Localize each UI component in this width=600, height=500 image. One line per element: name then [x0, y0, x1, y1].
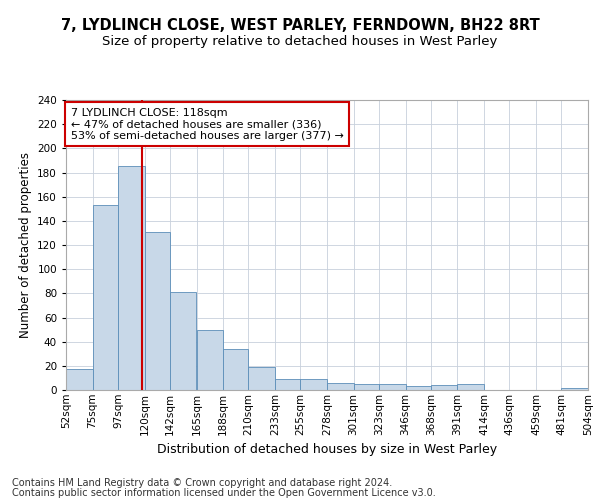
Text: 7 LYDLINCH CLOSE: 118sqm
← 47% of detached houses are smaller (336)
53% of semi-: 7 LYDLINCH CLOSE: 118sqm ← 47% of detach…: [71, 108, 343, 141]
Bar: [92, 205, 118, 390]
Bar: [379, 384, 406, 390]
Bar: [327, 383, 353, 390]
Text: Contains HM Land Registry data © Crown copyright and database right 2024.: Contains HM Land Registry data © Crown c…: [12, 478, 392, 488]
Bar: [431, 385, 457, 390]
Y-axis label: Number of detached properties: Number of detached properties: [19, 152, 32, 338]
Bar: [301, 379, 327, 390]
Bar: [170, 292, 196, 390]
Bar: [197, 330, 223, 390]
Text: 7, LYDLINCH CLOSE, WEST PARLEY, FERNDOWN, BH22 8RT: 7, LYDLINCH CLOSE, WEST PARLEY, FERNDOWN…: [61, 18, 539, 32]
Text: Size of property relative to detached houses in West Parley: Size of property relative to detached ho…: [103, 35, 497, 48]
Bar: [248, 367, 275, 390]
Bar: [275, 379, 301, 390]
Bar: [457, 384, 484, 390]
X-axis label: Distribution of detached houses by size in West Parley: Distribution of detached houses by size …: [157, 443, 497, 456]
Bar: [223, 349, 248, 390]
Bar: [353, 384, 379, 390]
Bar: [406, 386, 431, 390]
Bar: [118, 166, 145, 390]
Text: Contains public sector information licensed under the Open Government Licence v3: Contains public sector information licen…: [12, 488, 436, 498]
Bar: [66, 370, 92, 390]
Bar: [562, 388, 588, 390]
Bar: [145, 232, 170, 390]
